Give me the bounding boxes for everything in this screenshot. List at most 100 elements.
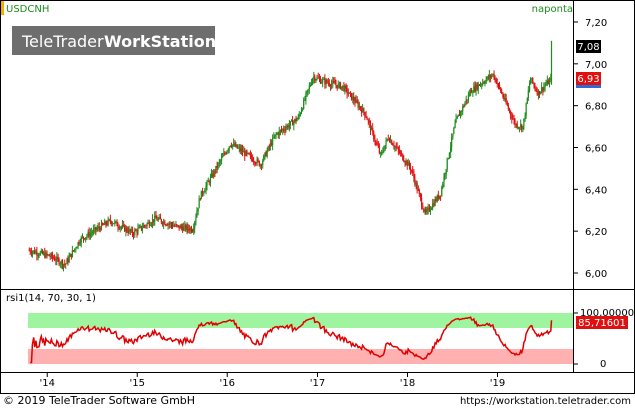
candle-body (38, 255, 40, 256)
time-tick-label: '16 (220, 378, 235, 389)
candle-body (56, 256, 58, 261)
candle-body (250, 155, 253, 159)
candle-body (216, 165, 218, 169)
candle-body (517, 127, 520, 129)
candle-body (209, 176, 212, 183)
candle-body (258, 161, 260, 166)
candle-body (377, 145, 380, 148)
candle-body (81, 236, 84, 238)
candle-body (289, 121, 291, 125)
footer-url[interactable]: https://workstation.teletrader.com (460, 396, 631, 407)
candle-body (521, 124, 523, 130)
candle-body (182, 227, 184, 231)
candle-body (496, 83, 498, 85)
candle-body (512, 118, 514, 120)
candle-body (94, 227, 96, 230)
candle-body (436, 195, 438, 202)
candle-body (337, 83, 339, 88)
candle-body (476, 84, 478, 90)
candle-body (536, 90, 538, 95)
candle-body (97, 226, 99, 229)
candle-body (513, 119, 515, 121)
candle-body (62, 264, 65, 267)
candle-body (285, 127, 287, 131)
candle-body (472, 92, 474, 94)
candle-body (280, 130, 283, 131)
candle-body (114, 221, 116, 224)
candle-body (482, 82, 484, 85)
candle-body (468, 94, 470, 96)
candle-body (474, 86, 476, 91)
candle-body (422, 205, 424, 210)
candle-body (84, 238, 86, 240)
candle-body (386, 138, 388, 141)
candle-body (408, 162, 411, 167)
candle-body (252, 158, 254, 162)
candle-body (39, 252, 41, 256)
candle-body (215, 165, 217, 173)
candle-body (180, 225, 182, 228)
candle-body (234, 143, 236, 147)
candle-body (189, 228, 191, 231)
candle-body (497, 84, 500, 85)
candle-body (384, 145, 386, 151)
candle-body (228, 146, 230, 150)
candle-body (413, 172, 415, 179)
last-close-underline (576, 85, 601, 88)
candle-body (51, 253, 54, 258)
candle-body (167, 223, 169, 226)
candle-body (47, 254, 49, 256)
candle-body (405, 160, 407, 163)
candle-body (451, 137, 453, 147)
candle-body (461, 111, 463, 112)
candle-body (146, 223, 148, 226)
candle-body (220, 157, 223, 161)
candle-body (409, 166, 412, 170)
candle-body (197, 208, 199, 212)
candle-body (546, 80, 548, 85)
candle-body (29, 250, 31, 253)
candle-body (287, 125, 289, 128)
candle-body (542, 87, 544, 91)
candle-body (544, 85, 546, 87)
candle-body (60, 260, 62, 264)
candle-body (138, 226, 140, 229)
candle-body (329, 85, 332, 87)
price-tick-label: 6,60 (585, 144, 607, 155)
candle-body (467, 94, 470, 100)
candle-body (323, 79, 325, 80)
candle-body (262, 160, 264, 166)
last-close-box (576, 72, 601, 85)
candle-body (229, 145, 232, 147)
price-tick-label: 7,20 (585, 18, 607, 29)
candle-body (159, 217, 162, 220)
price-tick-label: 6,00 (585, 269, 607, 280)
candle-body (528, 84, 531, 91)
candle-body (489, 75, 492, 78)
rsi-line (30, 316, 553, 364)
candle-body (330, 83, 333, 87)
candle-body (45, 252, 47, 258)
candle-body (205, 185, 207, 191)
candle-body (174, 225, 176, 227)
candle-body (434, 199, 436, 206)
candle-body (508, 109, 511, 112)
candle-body (527, 90, 529, 98)
candle-body (473, 86, 475, 93)
candle-body (140, 225, 143, 230)
candle-body (433, 203, 435, 206)
candle-body (244, 151, 246, 156)
candle-body (162, 222, 164, 225)
candle-body (239, 147, 241, 152)
candle-body (150, 223, 153, 225)
candle-body (490, 75, 493, 78)
candle-body (381, 151, 383, 153)
candle-body (509, 111, 512, 116)
candle-body (278, 130, 280, 136)
candle-body (471, 90, 473, 93)
candle-body (540, 91, 542, 95)
period-label: naponta (532, 4, 573, 15)
candle-body (502, 93, 504, 97)
candle-body (522, 125, 524, 130)
candle-body (164, 221, 166, 225)
